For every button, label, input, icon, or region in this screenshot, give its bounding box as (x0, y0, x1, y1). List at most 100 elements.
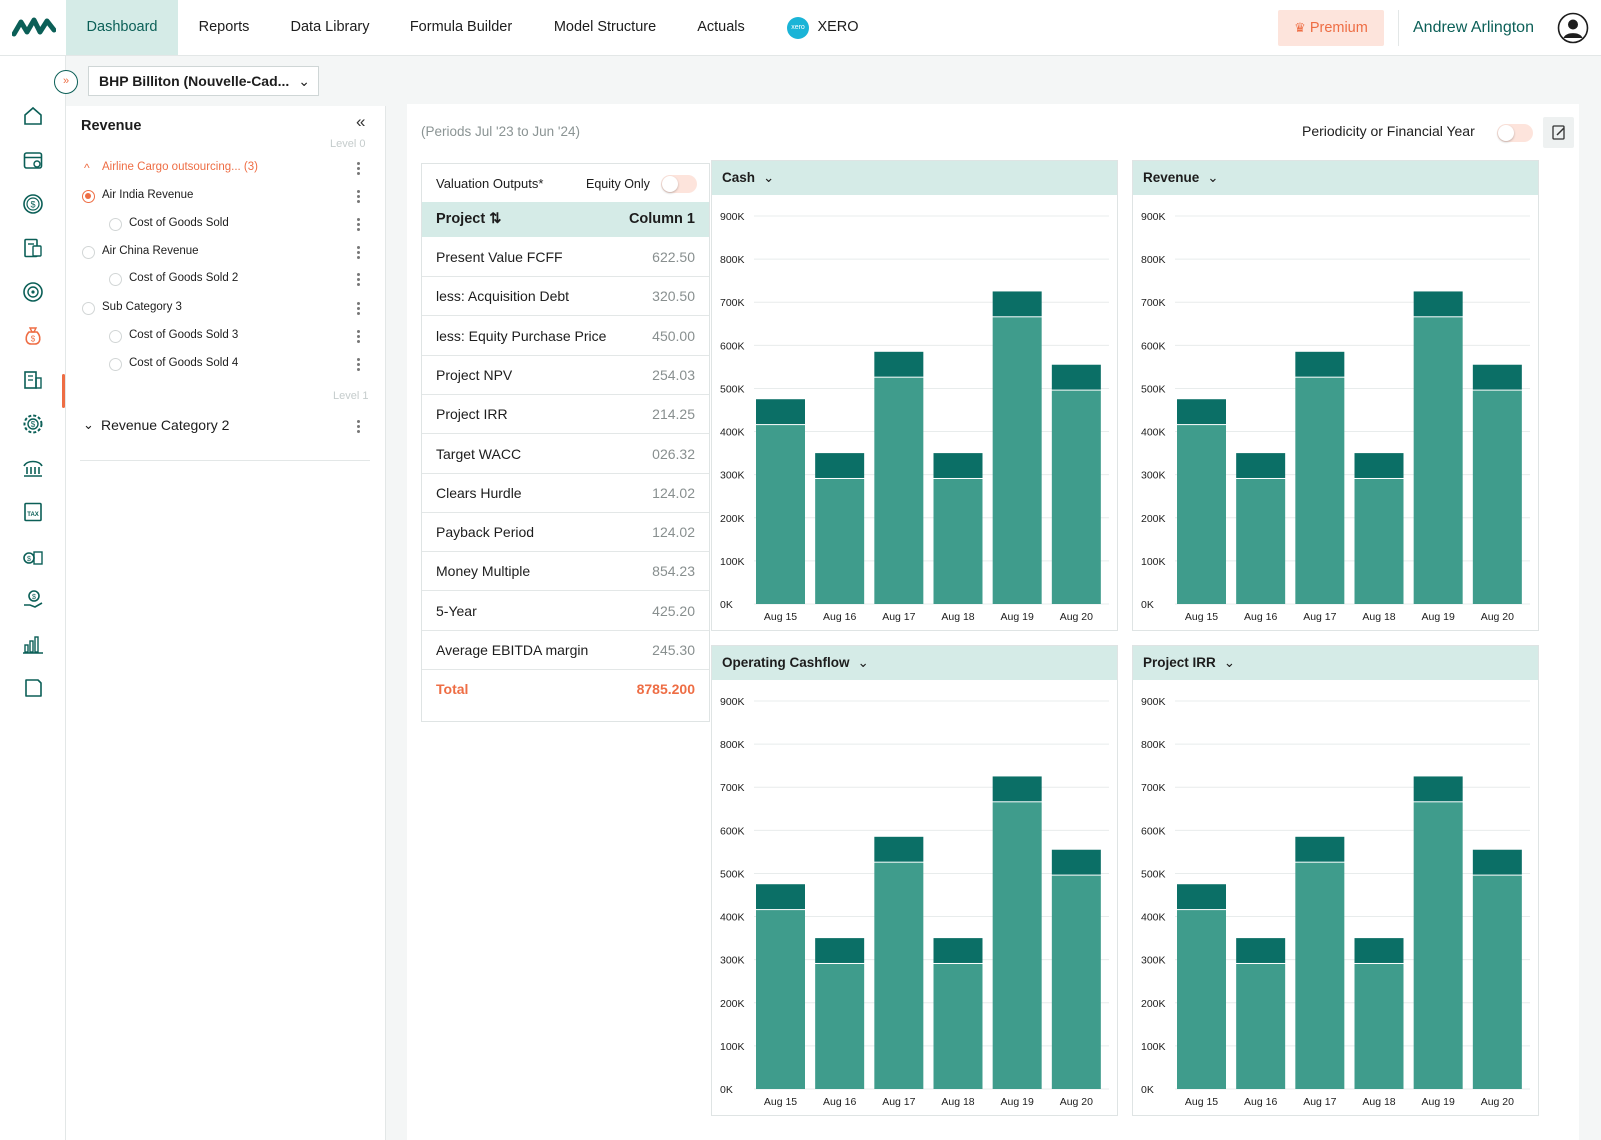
tree-item-air-china-revenue[interactable]: Air China Revenue (80, 242, 370, 264)
periodicity-toggle[interactable] (1497, 124, 1533, 142)
target-icon[interactable] (21, 280, 45, 304)
chevron-down-icon: ⌄ (857, 655, 869, 670)
dollar-coin-icon[interactable]: $ (21, 192, 45, 216)
bar-top (1354, 938, 1404, 963)
calendar-icon[interactable] (21, 148, 45, 172)
chevron-down-icon: ⌄ (763, 170, 775, 185)
x-tick-label: Aug 20 (1481, 1096, 1514, 1108)
tab-dashboard[interactable]: Dashboard (66, 0, 178, 55)
y-tick-label: 800K (1141, 254, 1166, 266)
x-tick-label: Aug 20 (1060, 611, 1093, 623)
folder-icon[interactable] (21, 676, 45, 700)
bar-base (1177, 910, 1226, 1089)
more-options-icon[interactable] (355, 160, 361, 177)
more-options-icon[interactable] (355, 216, 361, 233)
tab-data-library[interactable]: Data Library (290, 19, 370, 35)
tab-reports[interactable]: Reports (198, 19, 250, 35)
equity-only-toggle[interactable] (661, 175, 697, 193)
collapse-panel-icon[interactable]: « (356, 112, 366, 131)
bar-top (1236, 453, 1286, 478)
chart-title: Cash (722, 170, 756, 185)
valuation-row: less: Equity Purchase Price 450.00 (422, 316, 709, 356)
more-options-icon[interactable] (355, 188, 361, 205)
home-icon[interactable] (21, 104, 45, 128)
tree-item-cost-of-goods-sold-3[interactable]: Cost of Goods Sold 3 (80, 326, 370, 348)
category-tree-panel: Revenue « Level 0 ^ Airline Cargo outsou… (66, 106, 386, 1140)
user-name[interactable]: Andrew Arlington (1413, 19, 1534, 36)
y-tick-label: 300K (720, 955, 745, 967)
building-icon[interactable] (21, 368, 45, 392)
x-tick-label: Aug 19 (1001, 611, 1034, 623)
valuation-row-value: 450.00 (652, 327, 695, 344)
chevron-up-icon: ^ (84, 161, 90, 175)
radio-unselected[interactable] (109, 330, 122, 343)
chart-title-dropdown[interactable]: Cash ⌄ (712, 161, 1117, 195)
column-header-project[interactable]: Project ⇅ (436, 211, 501, 227)
bar-top (1051, 849, 1101, 875)
bar-chart-icon[interactable] (21, 632, 45, 656)
valuation-row-value: 214.25 (652, 406, 695, 423)
bar-base (1413, 317, 1463, 604)
radio-unselected[interactable] (109, 358, 122, 371)
more-options-icon[interactable] (355, 300, 361, 317)
tab-actuals[interactable]: Actuals (697, 19, 745, 35)
more-options-icon[interactable] (355, 244, 361, 261)
bar-top (1177, 884, 1226, 910)
tree-group-row[interactable]: ^ Airline Cargo outsourcing... (3) (80, 158, 370, 180)
tree-item-label: Air China Revenue (102, 245, 199, 257)
more-options-icon[interactable] (355, 356, 361, 373)
settings-dollar-icon[interactable]: $ (21, 412, 45, 436)
tree-item-label: Air India Revenue (102, 189, 194, 201)
tree-item-revenue-category-2[interactable]: ⌄ Revenue Category 2 (80, 414, 370, 440)
tax-icon[interactable]: TAX (21, 500, 45, 524)
chart-title-dropdown[interactable]: Operating Cashflow ⌄ (712, 646, 1117, 680)
valuation-row-label: Money Multiple (436, 563, 531, 580)
more-options-icon[interactable] (355, 328, 361, 345)
premium-button[interactable]: ♛ Premium (1278, 10, 1384, 46)
tab-xero[interactable]: XERO (817, 19, 859, 35)
x-tick-label: Aug 17 (882, 1096, 915, 1108)
expand-sidebar-button[interactable]: » (54, 70, 78, 94)
money-bag-icon[interactable]: $ (21, 324, 45, 348)
chevron-down-icon: ⌄ (1223, 655, 1236, 670)
cash-flow-icon[interactable]: $ (21, 544, 45, 568)
tab-formula-builder[interactable]: Formula Builder (409, 19, 513, 35)
tree-item-cost-of-goods-sold-2[interactable]: Cost of Goods Sold 2 (80, 269, 370, 291)
y-tick-label: 200K (720, 998, 745, 1010)
user-avatar-icon[interactable] (1557, 12, 1589, 44)
tree-item-sub-category-3[interactable]: Sub Category 3 (80, 298, 370, 320)
company-select[interactable]: BHP Billiton (Nouvelle-Cad... ⌄ (88, 66, 319, 96)
radio-unselected[interactable] (109, 218, 122, 231)
bar-base (1236, 478, 1286, 604)
hand-dollar-icon[interactable]: $ (21, 588, 45, 612)
chart-title-dropdown[interactable]: Revenue ⌄ (1133, 161, 1538, 195)
chart-title-dropdown[interactable]: Project IRR ⌄ (1133, 646, 1538, 680)
edit-button[interactable] (1543, 117, 1574, 148)
tab-model-structure[interactable]: Model Structure (553, 19, 657, 35)
y-tick-label: 800K (1141, 739, 1166, 751)
sort-icon[interactable]: ⇅ (489, 211, 502, 227)
radio-selected[interactable] (82, 190, 95, 203)
radio-unselected[interactable] (109, 273, 122, 286)
bar-top (1177, 399, 1226, 425)
svg-text:$: $ (31, 335, 36, 344)
radio-unselected[interactable] (82, 302, 95, 315)
bank-icon[interactable] (21, 456, 45, 480)
x-tick-label: Aug 16 (1244, 1096, 1277, 1108)
y-tick-label: 600K (720, 825, 745, 837)
equity-only-label: Equity Only (586, 177, 650, 191)
tree-item-air-india-revenue[interactable]: Air India Revenue (80, 186, 370, 208)
invoice-icon[interactable] (21, 236, 45, 260)
chart-title: Revenue (1143, 170, 1200, 185)
x-tick-label: Aug 17 (1303, 1096, 1336, 1108)
y-tick-label: 600K (720, 340, 745, 352)
more-options-icon[interactable] (355, 271, 361, 288)
x-tick-label: Aug 15 (764, 611, 797, 623)
bar-base (1413, 802, 1463, 1089)
tree-item-cost-of-goods-sold[interactable]: Cost of Goods Sold (80, 214, 370, 236)
y-tick-label: 200K (720, 513, 745, 525)
app-logo-icon[interactable] (12, 16, 56, 38)
tree-item-cost-of-goods-sold-4[interactable]: Cost of Goods Sold 4 (80, 354, 370, 376)
more-options-icon[interactable] (355, 418, 361, 435)
radio-unselected[interactable] (82, 246, 95, 259)
